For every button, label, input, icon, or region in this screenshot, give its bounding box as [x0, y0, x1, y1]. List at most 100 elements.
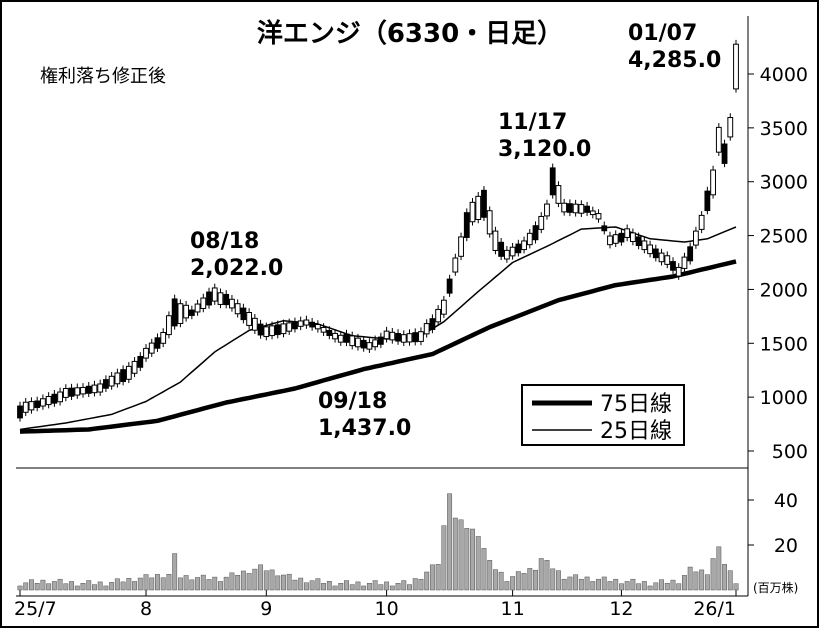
candle-body [538, 215, 545, 230]
candle-body [309, 321, 316, 328]
volume-bar [252, 568, 258, 591]
volume-bar [17, 585, 23, 591]
candle [492, 226, 499, 255]
candle-body [469, 201, 476, 223]
candle-body [257, 323, 264, 336]
volume-bar [240, 570, 246, 591]
candle [17, 401, 23, 422]
candle [458, 232, 464, 261]
candle [733, 39, 739, 93]
volume-bar [46, 583, 52, 591]
candle-body [269, 325, 275, 337]
volume-bar [464, 528, 470, 591]
candle-body [572, 203, 579, 214]
volume-bar [51, 581, 57, 591]
volume-unit-label: (百万株) [753, 580, 798, 595]
candle-body [337, 334, 344, 343]
candle-body [675, 266, 682, 277]
volume-bar [349, 584, 355, 591]
candle-body [343, 333, 350, 343]
candle [57, 387, 63, 406]
candle [503, 246, 510, 263]
volume-bar [515, 571, 521, 591]
volume-bar [452, 517, 458, 591]
ma75-line [19, 259, 737, 434]
volume-bar [641, 581, 647, 591]
candle [177, 299, 184, 328]
volume-bar [281, 574, 286, 591]
candle [641, 236, 648, 254]
annotation-date: 11/17 [498, 110, 567, 135]
candle-body [383, 330, 390, 340]
volume-bar [372, 580, 378, 591]
candle-body [526, 232, 533, 246]
legend-box [521, 384, 685, 446]
candle [435, 305, 442, 326]
volume-bar [315, 578, 321, 591]
candle-body [693, 230, 699, 246]
candle [292, 317, 298, 333]
volume-bar [263, 570, 269, 591]
volume-bar [63, 583, 69, 591]
candle-body [183, 304, 190, 319]
volume-bar [69, 581, 75, 591]
candle [377, 332, 384, 349]
volume-bar [601, 576, 607, 591]
volume-bar [114, 578, 120, 591]
candle [188, 305, 195, 320]
annotation-value: 4,285.0 [628, 48, 721, 73]
candle [114, 368, 121, 388]
candle-body [263, 326, 270, 338]
volume-bar [653, 582, 659, 591]
volume-bar [195, 577, 201, 591]
candle-body [704, 190, 711, 212]
candle [34, 396, 41, 412]
volume-bar [269, 569, 275, 591]
legend-label-ma25: 25日線 [600, 419, 672, 444]
candle [125, 362, 132, 384]
candle [687, 242, 694, 265]
candle [108, 372, 115, 390]
candle-body [624, 228, 631, 238]
volume-bar [487, 560, 493, 591]
candle-body [492, 230, 499, 251]
candle-body [715, 126, 722, 153]
candle-body [332, 332, 338, 340]
candle-body [314, 324, 321, 330]
volume-bar [504, 581, 510, 591]
candle-body [446, 278, 453, 294]
volume-bar [607, 581, 613, 591]
candle [366, 338, 373, 353]
candle-body [40, 398, 46, 407]
legend: 75日線 25日線 [521, 384, 685, 446]
candle [406, 329, 413, 346]
candle [91, 380, 98, 397]
volume-bar [613, 578, 619, 591]
candle [532, 221, 539, 244]
candle [206, 287, 212, 309]
candle [326, 326, 333, 340]
candle-body [503, 249, 510, 260]
volume-bar [636, 583, 642, 591]
candle [274, 320, 281, 339]
candle [629, 228, 636, 246]
candle [584, 201, 590, 217]
candle-body [326, 329, 333, 336]
volume-bar [395, 583, 401, 591]
candle [452, 253, 459, 276]
candle [481, 186, 487, 222]
candle [68, 383, 75, 401]
volume-bar [223, 576, 229, 591]
candle [137, 352, 144, 372]
volume-bars [17, 493, 739, 591]
candle [160, 328, 167, 348]
volume-bar [521, 573, 527, 591]
candle [463, 208, 470, 242]
volume-bar [298, 577, 304, 591]
candle-body [423, 323, 430, 335]
candle-body [647, 244, 653, 255]
y-tick-label: 4000 [760, 64, 808, 86]
candle-body [561, 202, 568, 213]
volume-bar [527, 568, 533, 591]
